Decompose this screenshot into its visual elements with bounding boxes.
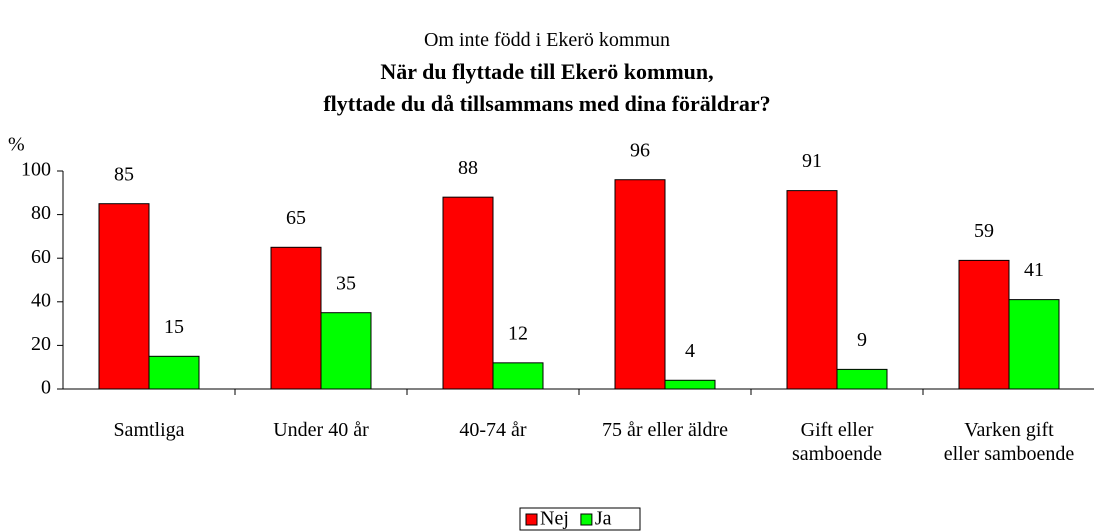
bar bbox=[442, 196, 494, 390]
value-label: 88 bbox=[458, 157, 478, 179]
bar bbox=[664, 379, 716, 390]
bar bbox=[148, 355, 200, 390]
bar bbox=[614, 179, 666, 390]
bar bbox=[270, 246, 322, 390]
bar bbox=[98, 203, 150, 390]
value-label: 35 bbox=[336, 272, 356, 294]
x-tick-label: Samtliga bbox=[113, 419, 185, 441]
y-axis-label: % bbox=[8, 134, 25, 156]
value-label: 41 bbox=[1024, 259, 1044, 281]
legend-swatch bbox=[525, 513, 538, 526]
value-label: 91 bbox=[802, 150, 822, 172]
y-tick-label: 40 bbox=[31, 289, 51, 311]
bar bbox=[492, 362, 544, 390]
x-tick-label: Under 40 år bbox=[273, 419, 369, 441]
y-tick-label: 100 bbox=[21, 159, 51, 181]
legend-label: Ja bbox=[595, 508, 612, 530]
legend-box bbox=[519, 507, 641, 531]
y-tick-label: 60 bbox=[31, 246, 51, 268]
y-tick-label: 0 bbox=[41, 377, 51, 399]
value-label: 85 bbox=[114, 163, 134, 185]
value-label: 4 bbox=[685, 340, 695, 362]
bar bbox=[958, 259, 1010, 390]
value-label: 12 bbox=[508, 322, 528, 344]
value-label: 59 bbox=[974, 220, 994, 242]
x-tick-label: 75 år eller äldre bbox=[601, 419, 729, 441]
y-tick-label: 80 bbox=[31, 202, 51, 224]
bar bbox=[836, 368, 888, 390]
chart-subtitle: När du flyttade till Ekerö kommun, flytt… bbox=[323, 59, 771, 116]
x-tick-label: Gift eller samboende bbox=[792, 419, 882, 465]
value-label: 15 bbox=[164, 316, 184, 338]
chart-title: Om inte född i Ekerö kommun bbox=[423, 29, 671, 51]
x-tick-label: Varken gift eller samboende bbox=[943, 419, 1075, 465]
bar bbox=[786, 190, 838, 390]
y-tick-label: 20 bbox=[31, 333, 51, 355]
x-tick-label: 40-74 år bbox=[459, 419, 527, 441]
bar bbox=[320, 312, 372, 390]
value-label: 65 bbox=[286, 207, 306, 229]
value-label: 96 bbox=[630, 139, 650, 161]
value-label: 9 bbox=[857, 329, 867, 351]
legend-label: Nej bbox=[540, 508, 569, 530]
legend-swatch bbox=[580, 513, 593, 526]
bar bbox=[1008, 299, 1060, 390]
